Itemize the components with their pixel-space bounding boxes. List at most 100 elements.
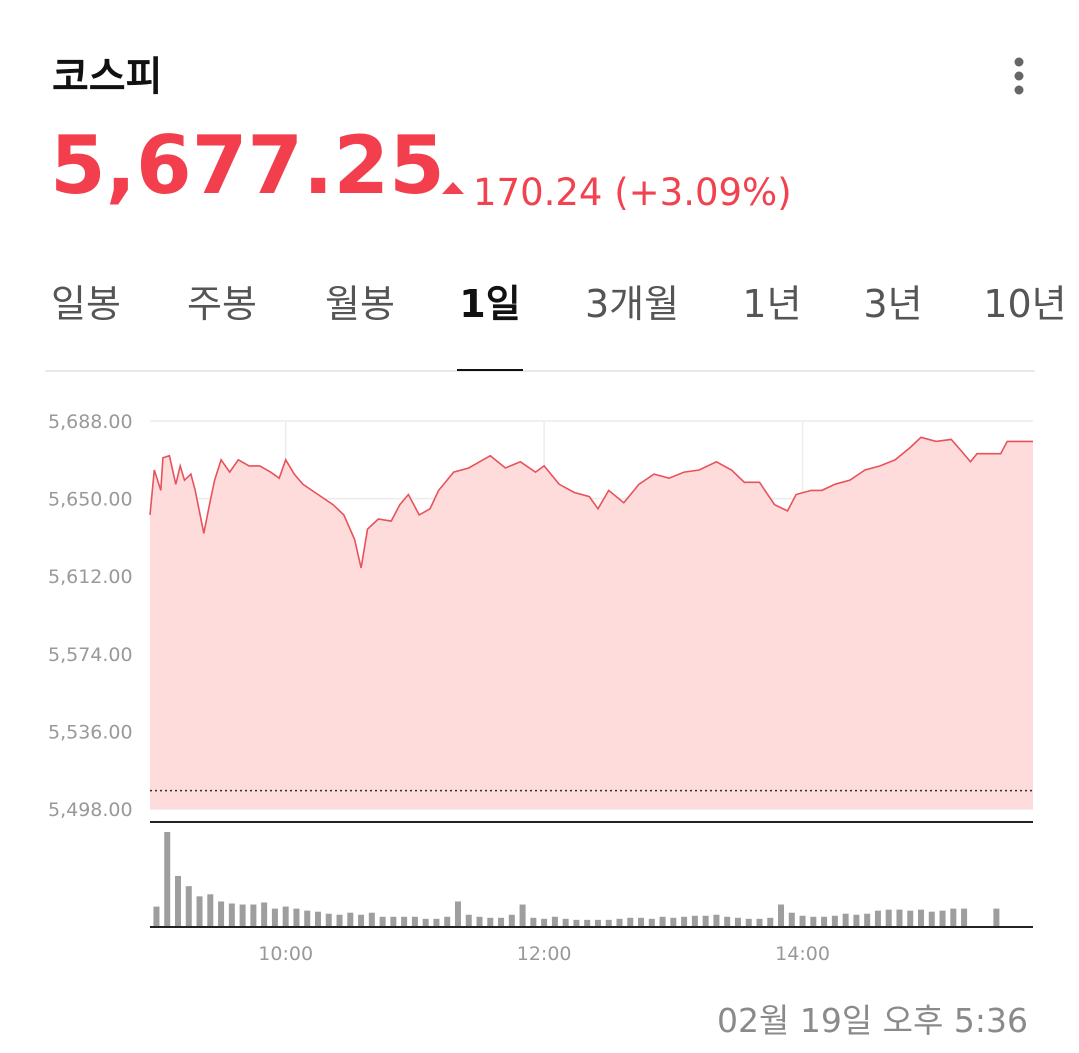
volume-bar <box>508 914 515 927</box>
volume-bar <box>638 917 645 927</box>
volume-bar <box>681 916 688 927</box>
volume-bar <box>368 912 375 927</box>
volume-bar <box>896 909 903 927</box>
volume-bar <box>961 908 968 927</box>
volume-bar <box>487 917 494 927</box>
volume-bar <box>713 914 720 927</box>
volume-bar <box>153 906 160 927</box>
volume-bar <box>918 909 925 927</box>
volume-bar <box>185 886 192 927</box>
volume-bar <box>659 916 666 927</box>
volume-bar <box>788 912 795 927</box>
volume-bar <box>196 896 203 927</box>
volume-bar <box>864 913 871 927</box>
timestamp: 02월 19일 오후 5:36 <box>717 1001 1028 1040</box>
up-arrow <box>442 182 464 194</box>
tab[interactable]: 1일 <box>459 282 520 326</box>
y-tick-label: 5,650.00 <box>48 489 133 511</box>
volume-bar <box>551 916 558 927</box>
volume-bar <box>756 918 763 927</box>
menu-dot <box>1014 85 1024 95</box>
volume-bar <box>778 904 785 927</box>
volume-bar <box>874 910 881 927</box>
volume-bar <box>390 916 397 927</box>
volume-bar <box>648 918 655 927</box>
volume-bar <box>454 901 461 927</box>
volume-bar <box>282 906 289 927</box>
volume-bar <box>379 916 386 927</box>
volume-bar <box>670 917 677 927</box>
volume-bar <box>541 918 548 927</box>
volume-bar <box>691 915 698 927</box>
menu-dot <box>1014 71 1024 81</box>
volume-bar <box>939 910 946 927</box>
volume-bar <box>702 915 709 927</box>
volume-bar <box>239 904 246 927</box>
volume-bar <box>616 918 623 927</box>
menu-button[interactable] <box>1014 57 1024 95</box>
volume-bar <box>562 918 569 927</box>
volume-bar <box>928 911 935 927</box>
volume-bar <box>594 919 601 927</box>
x-tick-label: 10:00 <box>258 943 313 965</box>
volume-bar <box>433 918 440 927</box>
tab[interactable]: 1년 <box>742 282 801 326</box>
volume-bar <box>465 914 472 927</box>
volume-bar <box>821 916 828 927</box>
tab[interactable]: 10년 <box>983 282 1066 326</box>
volume-bar <box>907 910 914 927</box>
volume-bar <box>842 913 849 927</box>
price-line <box>149 436 1033 569</box>
volume-bar <box>767 917 774 927</box>
y-tick-label: 5,688.00 <box>48 411 133 433</box>
volume-bar <box>293 908 300 927</box>
y-tick-label: 5,574.00 <box>48 644 133 666</box>
volume-bar <box>228 903 235 927</box>
volume-bar <box>174 875 181 927</box>
volume-bar <box>261 902 268 927</box>
volume-bar <box>444 916 451 927</box>
x-tick-label: 12:00 <box>517 943 572 965</box>
change: 170.24 (+3.09%) <box>473 171 792 214</box>
volume-bar <box>605 919 612 927</box>
volume-bar <box>476 916 483 927</box>
volume-bar <box>734 917 741 927</box>
volume-bar <box>799 915 806 927</box>
y-tick-label: 5,536.00 <box>48 721 133 743</box>
volume-bar <box>218 901 225 927</box>
volume-bar <box>627 917 634 927</box>
title: 코스피 <box>52 54 162 100</box>
x-tick-label: 14:00 <box>775 943 830 965</box>
volume-bar <box>314 911 321 927</box>
volume-bar <box>336 914 343 927</box>
volume-bar <box>498 917 505 927</box>
volume-bar <box>853 914 860 927</box>
volume-bar <box>271 908 278 927</box>
volume-bar <box>584 919 591 927</box>
volume-bar <box>950 908 957 927</box>
volume-bar <box>304 910 311 927</box>
y-tick-label: 5,498.00 <box>48 799 133 821</box>
volume-bar <box>164 832 171 927</box>
volume-bar <box>745 918 752 927</box>
volume-bar <box>831 915 838 927</box>
volume-bar <box>411 916 418 927</box>
tab[interactable]: 월봉 <box>325 282 395 326</box>
price-area <box>150 437 1033 809</box>
tab[interactable]: 일봉 <box>51 282 121 326</box>
volume-bar <box>885 909 892 927</box>
volume-bar <box>358 914 365 927</box>
volume-bar <box>347 912 354 927</box>
menu-dot <box>1014 57 1024 67</box>
volume-bar <box>325 913 332 927</box>
y-tick-label: 5,612.00 <box>48 566 133 588</box>
tab[interactable]: 3년 <box>863 282 922 326</box>
volume-bar <box>401 916 408 927</box>
tab[interactable]: 3개월 <box>585 282 679 326</box>
tab[interactable]: 주봉 <box>187 282 257 326</box>
volume-bar <box>993 908 1000 927</box>
volume-bar <box>573 919 580 927</box>
volume-bar <box>207 894 214 927</box>
